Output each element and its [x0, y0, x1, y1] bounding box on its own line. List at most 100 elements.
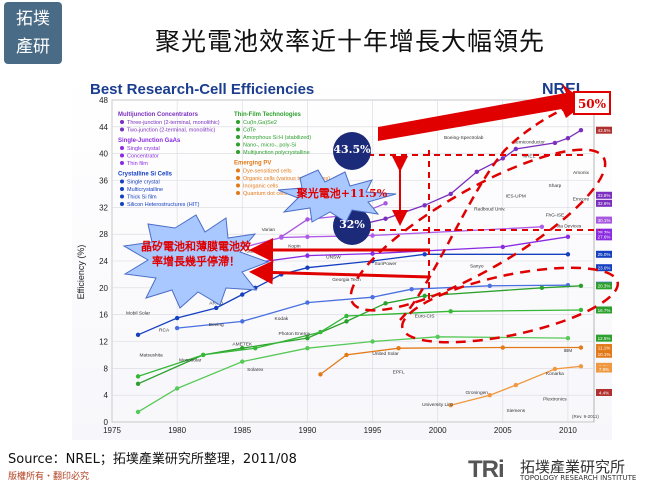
y-tick-label: 0 — [104, 418, 109, 427]
institution-label: Siemens — [507, 408, 526, 414]
data-point — [135, 409, 141, 415]
legend-item: Multicrystalline — [127, 187, 163, 193]
legend-group: Single-Junction GaAs — [118, 138, 181, 144]
right-value-tag — [596, 233, 612, 241]
target-label: 50% — [578, 97, 607, 111]
institution-label: United Solar — [372, 351, 399, 357]
institution-label: Alta Devices — [555, 223, 582, 229]
data-point — [383, 301, 388, 306]
institution-label: Plextronics — [543, 397, 567, 403]
x-tick-label: 1990 — [299, 426, 317, 435]
y-tick-label: 40 — [99, 150, 108, 159]
institution-label: NREL — [522, 154, 535, 160]
right-value-tag — [596, 388, 612, 396]
y-tick-label: 12 — [99, 338, 108, 347]
data-point — [135, 374, 141, 379]
right-value-tag — [596, 126, 612, 134]
institution-label: Konarka — [546, 371, 564, 377]
institution-label: Kopin — [288, 244, 301, 250]
data-point — [305, 265, 310, 270]
bubble-top-label: 43.5% — [333, 143, 371, 156]
data-point — [214, 305, 219, 311]
legend-group: Crystalline Si Cells — [118, 172, 173, 178]
data-point — [487, 283, 492, 289]
institution-label: Sharp — [549, 183, 562, 189]
data-point — [578, 307, 584, 313]
y-tick-label: 48 — [99, 96, 108, 105]
data-point — [578, 127, 584, 133]
y-tick-label: 20 — [99, 284, 108, 293]
institution-label: EPFL — [393, 370, 405, 376]
legend-item: Concentrator — [127, 154, 159, 160]
right-value-tag — [596, 191, 612, 199]
legend-item: Thin film — [127, 161, 148, 167]
data-point — [344, 352, 349, 358]
data-point — [305, 335, 310, 341]
legend-marker — [120, 194, 124, 199]
x-tick-label: 2005 — [494, 426, 512, 435]
legend-marker — [236, 183, 240, 188]
chart-title: Best Research-Cell Efficiencies — [90, 81, 314, 98]
right-axis-values: 43.5% 33.8% 32.6% 30.1% 28.3%27.6% 25.0% 23.0%… — [596, 126, 612, 396]
right-value-label: 33.8% — [598, 193, 611, 198]
institution-label: UNSW — [326, 254, 341, 260]
data-point — [305, 300, 310, 305]
data-point — [305, 217, 310, 222]
right-value-label: 28.3% — [598, 230, 611, 235]
legend-marker — [236, 150, 240, 154]
x-tick-label: 1995 — [364, 426, 382, 435]
data-point — [578, 345, 584, 350]
data-series — [135, 127, 584, 415]
x-tick-label: 1985 — [233, 426, 251, 435]
legend-item: Organic cells (various technologies) — [243, 176, 330, 182]
data-point — [565, 252, 571, 257]
concentrator-trend-dashed — [399, 102, 576, 321]
y-tick-label: 36 — [99, 177, 108, 186]
data-point — [565, 234, 571, 240]
institution-label: University Linz — [422, 402, 454, 408]
right-value-tag — [596, 334, 612, 342]
y-tick-label: 32 — [99, 203, 108, 212]
revision-note: (Rev. 9-2011) — [572, 414, 599, 419]
legend-item: Three-junction (2-terminal, monolithic) — [127, 120, 220, 126]
slide-title: 聚光電池效率近十年增長大幅領先 — [154, 27, 545, 56]
institution-label: Emcore — [573, 197, 590, 203]
data-point — [552, 140, 558, 146]
stagnation-arrow-lower — [249, 260, 431, 285]
right-value-label: 27.6% — [598, 235, 611, 240]
data-point — [174, 325, 180, 331]
institution-label: Sanyo — [470, 264, 484, 270]
data-point — [135, 332, 141, 337]
target-box — [573, 91, 611, 115]
institution-label: Monosolar — [179, 358, 202, 364]
institution-label: Amonix — [573, 170, 590, 176]
legend-item: Inorganic cells — [243, 184, 278, 190]
data-point — [409, 286, 414, 292]
source-note: Source：NREL；拓墣產業研究所整理，2011/08 — [8, 452, 297, 467]
legend-marker — [120, 179, 124, 184]
data-point — [474, 169, 479, 174]
data-point — [135, 381, 141, 386]
y-tick-label: 44 — [99, 123, 108, 132]
data-point — [370, 251, 375, 256]
right-value-tag — [596, 250, 612, 258]
right-value-label: 12.5% — [598, 336, 611, 341]
right-value-tag — [596, 282, 612, 290]
data-point — [513, 146, 519, 152]
target-arrow — [378, 84, 586, 141]
data-point — [487, 392, 492, 398]
footer-brand-cn: 拓墣產業研究所 — [520, 458, 626, 476]
data-point — [565, 335, 571, 341]
institution-label: FhG-ISE — [546, 213, 565, 219]
legend: Multijunction Concentrators Three-junctio… — [118, 112, 330, 208]
data-point — [422, 252, 427, 257]
x-tick-label: 1975 — [103, 426, 121, 435]
right-value-tag — [596, 199, 612, 207]
institution-label: Boeing-Spectrolab — [444, 135, 484, 141]
x-tick-labels: 1975 1980 1985 1990 1995 2000 2005 2010 — [103, 426, 577, 435]
y-tick-label: 8 — [104, 364, 109, 373]
institution-label: RCA — [159, 327, 170, 333]
data-point — [240, 359, 245, 364]
data-point — [396, 346, 401, 351]
